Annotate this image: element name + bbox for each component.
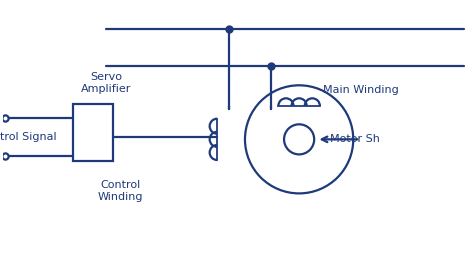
Text: Main Winding: Main Winding <box>323 85 399 95</box>
Bar <box>73 104 113 161</box>
Text: trol Signal: trol Signal <box>0 132 57 142</box>
Text: Motor Sh: Motor Sh <box>330 134 380 144</box>
Text: Control
Winding: Control Winding <box>98 180 143 202</box>
Text: Servo
Amplifier: Servo Amplifier <box>81 72 131 94</box>
